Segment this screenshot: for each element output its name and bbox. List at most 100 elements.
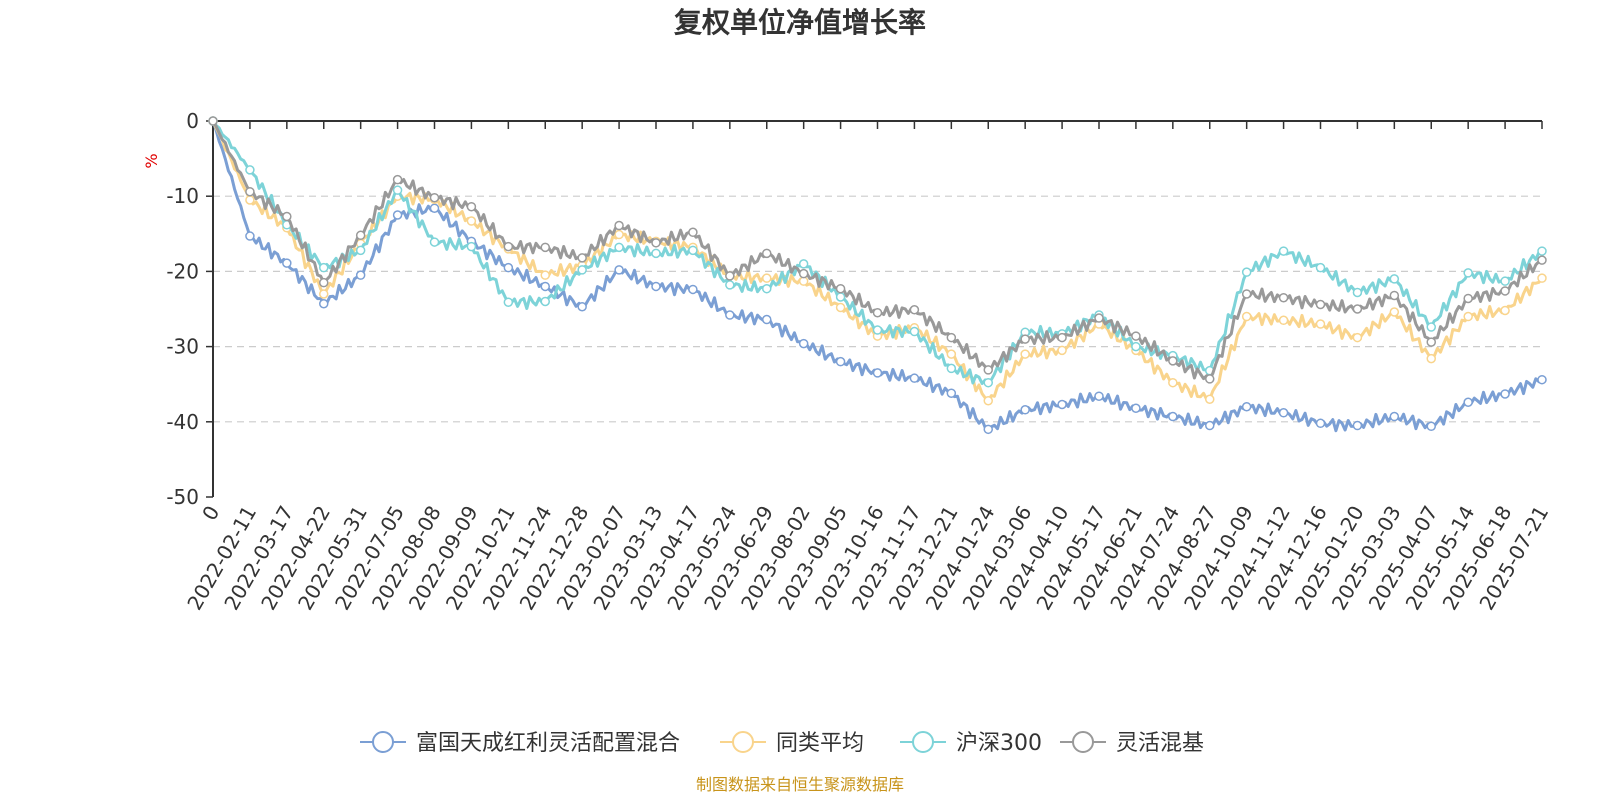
legend-item[interactable]: 同类平均 <box>720 731 864 756</box>
data-point <box>429 237 440 247</box>
data-point <box>1315 418 1326 429</box>
data-point <box>1020 334 1030 344</box>
data-point <box>1278 246 1289 256</box>
data-point <box>1315 319 1326 329</box>
y-axis-unit: % <box>142 153 161 168</box>
data-point <box>1426 353 1436 364</box>
data-point <box>1500 276 1510 286</box>
data-point <box>1463 268 1473 278</box>
data-point <box>1352 420 1363 431</box>
data-point <box>1020 405 1030 415</box>
data-point <box>1278 315 1289 326</box>
data-point <box>282 258 292 268</box>
legend-label: 灵活混基 <box>1116 731 1204 756</box>
data-point <box>909 305 920 315</box>
legend-item[interactable]: 富国天成红利灵活配置混合 <box>360 731 680 756</box>
data-point <box>1168 356 1178 366</box>
data-point <box>946 349 957 359</box>
data-point <box>466 216 477 226</box>
data-point <box>1315 262 1326 273</box>
y-tick-label: -10 <box>166 184 199 208</box>
data-point <box>503 262 514 273</box>
data-point <box>1389 307 1400 317</box>
data-point <box>946 388 957 398</box>
legend-label: 富国天成红利灵活配置混合 <box>416 731 680 756</box>
data-point <box>1500 389 1510 399</box>
data-point <box>1057 332 1067 343</box>
data-point <box>614 220 624 231</box>
data-point <box>946 332 957 343</box>
data-point <box>1241 402 1252 412</box>
data-point <box>983 395 993 406</box>
data-point <box>614 229 624 240</box>
data-point <box>1463 293 1473 304</box>
data-point <box>319 262 329 273</box>
data-point <box>1500 305 1510 316</box>
data-point <box>762 314 772 325</box>
data-point <box>1278 292 1289 303</box>
data-point <box>355 270 366 280</box>
legend-item[interactable]: 沪深300 <box>900 731 1042 756</box>
series-line <box>211 120 1544 403</box>
data-point <box>282 211 292 222</box>
series-line <box>211 120 1543 385</box>
data-point <box>1278 408 1289 418</box>
data-point <box>392 185 403 195</box>
y-tick-label: -50 <box>166 485 199 509</box>
data-point <box>725 280 735 290</box>
data-point <box>1241 267 1252 277</box>
legend-swatch-marker <box>912 731 934 753</box>
data-point <box>1463 311 1473 322</box>
data-point <box>1426 337 1436 347</box>
data-point <box>614 242 624 253</box>
legend-item[interactable]: 灵活混基 <box>1060 731 1204 756</box>
data-point <box>245 231 255 241</box>
data-point <box>319 298 329 309</box>
axes: 0-10-20-30-40-5002022-02-112022-03-17202… <box>166 109 1553 614</box>
data-point <box>909 373 920 383</box>
data-point <box>798 259 809 269</box>
data-point <box>1352 332 1363 343</box>
data-point <box>1426 322 1436 332</box>
data-point <box>1205 374 1215 384</box>
data-point <box>725 310 735 320</box>
data-point <box>688 245 698 256</box>
data-point <box>577 301 587 312</box>
chart-title: 复权单位净值增长率 <box>674 6 926 39</box>
data-point <box>1352 304 1363 314</box>
y-tick-label: -40 <box>166 410 199 434</box>
data-point <box>577 265 587 275</box>
data-point <box>1537 255 1547 265</box>
data-point <box>1205 420 1215 431</box>
y-tick-label: -20 <box>166 259 199 283</box>
data-point <box>1205 394 1215 404</box>
x-tick-label: 0 <box>197 502 224 525</box>
data-point <box>614 265 624 275</box>
data-point <box>835 356 846 367</box>
data-point <box>540 281 550 292</box>
data-point <box>1168 411 1178 422</box>
data-point <box>762 248 772 259</box>
data-point <box>762 283 772 294</box>
series-line <box>211 120 1543 433</box>
data-point <box>540 296 550 307</box>
data-point <box>909 326 920 337</box>
data-point <box>835 283 846 294</box>
data-point <box>429 203 440 213</box>
data-point <box>983 365 993 375</box>
data-point <box>319 289 329 299</box>
data-point <box>1463 397 1473 407</box>
data-point <box>1389 274 1400 284</box>
data-point <box>1241 311 1252 322</box>
data-point <box>688 227 698 238</box>
data-point <box>798 338 809 349</box>
data-point <box>1537 374 1547 385</box>
data-point <box>651 281 661 292</box>
data-point <box>983 377 993 388</box>
data-point <box>1537 246 1547 256</box>
data-point <box>355 245 366 256</box>
data-point <box>651 238 661 248</box>
source-note: 制图数据来自恒生聚源数据库 <box>696 775 904 794</box>
data-point <box>503 297 514 307</box>
data-point <box>725 271 735 281</box>
